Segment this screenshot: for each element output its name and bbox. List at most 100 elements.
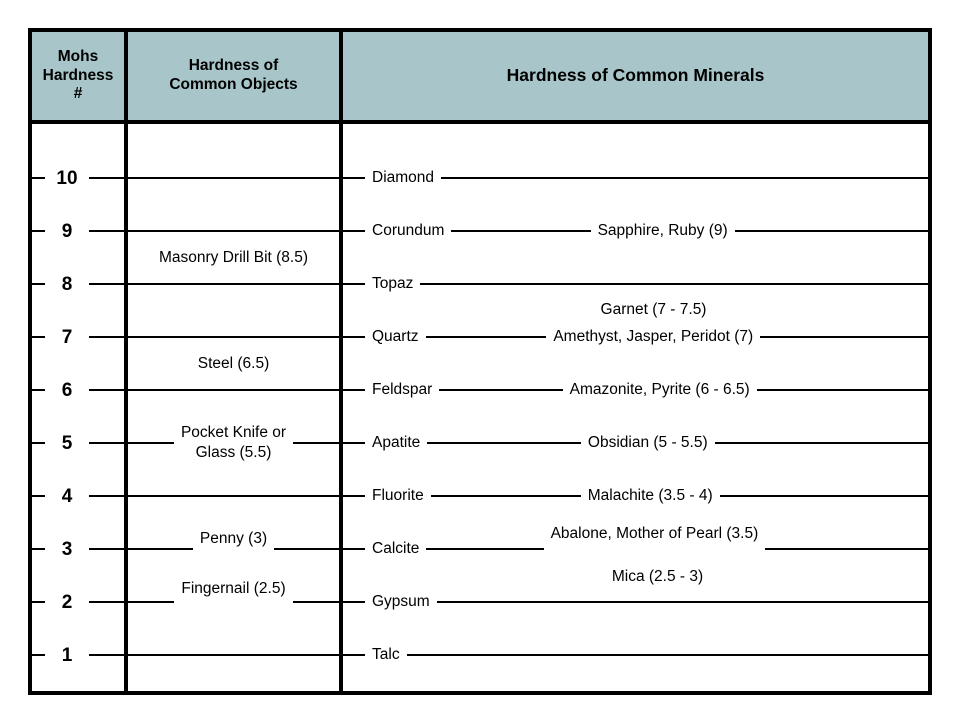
mineral-name: Corundum [372, 221, 445, 239]
tick-dash-right [89, 442, 124, 444]
mineral-name: Calcite [372, 539, 420, 557]
mohs-tick-number: 10 [56, 167, 78, 189]
mohs-tick-number: 7 [61, 326, 73, 348]
mineral-dash-left [343, 389, 365, 391]
tick-dash-left [32, 495, 45, 497]
mohs-tick-number: 1 [61, 644, 73, 666]
tick-dash-left [32, 601, 45, 603]
mineral-name: Gypsum [372, 592, 430, 610]
object-line-right [292, 601, 339, 603]
mineral-line-mid [430, 495, 581, 497]
mineral-name: Apatite [372, 433, 421, 451]
tick-dash-right [89, 601, 124, 603]
header-cell-mohs-hardness: Mohs Hardness # [42, 47, 114, 103]
mohs-tick-number: 2 [61, 591, 73, 613]
mineral-line-right [760, 336, 928, 338]
tick-dash-left [32, 177, 45, 179]
gem-label: Malachite (3.5 - 4) [587, 486, 713, 504]
mineral-dash-left [343, 548, 365, 550]
object-line [128, 389, 339, 391]
tick-dash-right [89, 230, 124, 232]
mineral-dash-left [343, 230, 365, 232]
tick-dash-right [89, 389, 124, 391]
mineral-line-mid [451, 230, 591, 232]
mineral-line-right [719, 495, 928, 497]
mineral-dash-left [343, 601, 365, 603]
mineral-name: Talc [372, 645, 400, 663]
tick-dash-right [89, 177, 124, 179]
mineral-line-mid [425, 336, 547, 338]
mohs-tick-number: 8 [61, 273, 73, 295]
tick-dash-right [89, 336, 124, 338]
header-row [32, 32, 928, 124]
gem-label: Abalone, Mother of Pearl (3.5) [550, 524, 759, 542]
object-line-left [128, 548, 193, 550]
mohs-tick-number: 9 [61, 220, 73, 242]
header-cell-common-objects: Hardness of Common Objects [169, 57, 298, 93]
header-cell-common-minerals: Hardness of Common Minerals [506, 65, 765, 86]
mineral-line-right [406, 654, 928, 656]
mineral-dash-left [343, 283, 365, 285]
object-label: Penny (3) [199, 529, 268, 547]
tick-dash-left [32, 442, 45, 444]
mineral-dash-left [343, 495, 365, 497]
gem-label: Sapphire, Ruby (9) [597, 221, 728, 239]
mineral-name: Diamond [372, 168, 435, 186]
mineral-dash-left [343, 654, 365, 656]
mineral-line-right [734, 230, 928, 232]
tick-dash-right [89, 495, 124, 497]
mineral-dash-left [343, 336, 365, 338]
mineral-name: Feldspar [372, 380, 433, 398]
mineral-line-mid [426, 548, 544, 550]
mineral-line-mid [439, 389, 563, 391]
tick-dash-right [89, 548, 124, 550]
tick-dash-left [32, 389, 45, 391]
object-line [128, 283, 339, 285]
mohs-tick-number: 4 [61, 485, 73, 507]
gem-label: Amethyst, Jasper, Peridot (7) [553, 327, 754, 345]
tick-dash-left [32, 548, 45, 550]
mineral-name: Fluorite [372, 486, 424, 504]
mineral-line-mid [427, 442, 581, 444]
mineral-line-right [714, 442, 928, 444]
object-line-right [293, 442, 340, 444]
tick-dash-left [32, 283, 45, 285]
object-line [128, 336, 339, 338]
tick-dash-left [32, 230, 45, 232]
object-line [128, 495, 339, 497]
tick-dash-left [32, 336, 45, 338]
mineral-name: Topaz [372, 274, 414, 292]
object-line [128, 230, 339, 232]
column-divider-1 [124, 32, 128, 691]
mineral-dash-left [343, 442, 365, 444]
mineral-line-right [765, 548, 928, 550]
mineral-name: Quartz [372, 327, 419, 345]
object-label: Steel (6.5) [197, 354, 270, 372]
mineral-line-right [420, 283, 928, 285]
mineral-line-right [756, 389, 928, 391]
object-line-left [128, 601, 175, 603]
column-divider-2 [339, 32, 343, 691]
mineral-line-right [441, 177, 928, 179]
object-line [128, 177, 339, 179]
tick-dash-right [89, 654, 124, 656]
gem-label: Obsidian (5 - 5.5) [587, 433, 708, 451]
mohs-tick-number: 3 [61, 538, 73, 560]
object-line [128, 654, 339, 656]
tick-dash-right [89, 283, 124, 285]
table-border [28, 28, 932, 695]
mohs-tick-number: 6 [61, 379, 73, 401]
object-label: Masonry Drill Bit (8.5) [159, 248, 308, 266]
mohs-tick-number: 5 [61, 432, 73, 454]
floating-gem-label: Mica (2.5 - 3) [611, 567, 704, 585]
mineral-dash-left [343, 177, 365, 179]
object-line-right [274, 548, 340, 550]
object-line-left [128, 442, 174, 444]
floating-gem-label: Garnet (7 - 7.5) [600, 300, 707, 318]
object-label: Fingernail (2.5) [181, 579, 286, 597]
tick-dash-left [32, 654, 45, 656]
object-label: Pocket Knife or Glass (5.5) [180, 423, 287, 461]
mineral-line-right [436, 601, 928, 603]
gem-label: Amazonite, Pyrite (6 - 6.5) [569, 380, 750, 398]
